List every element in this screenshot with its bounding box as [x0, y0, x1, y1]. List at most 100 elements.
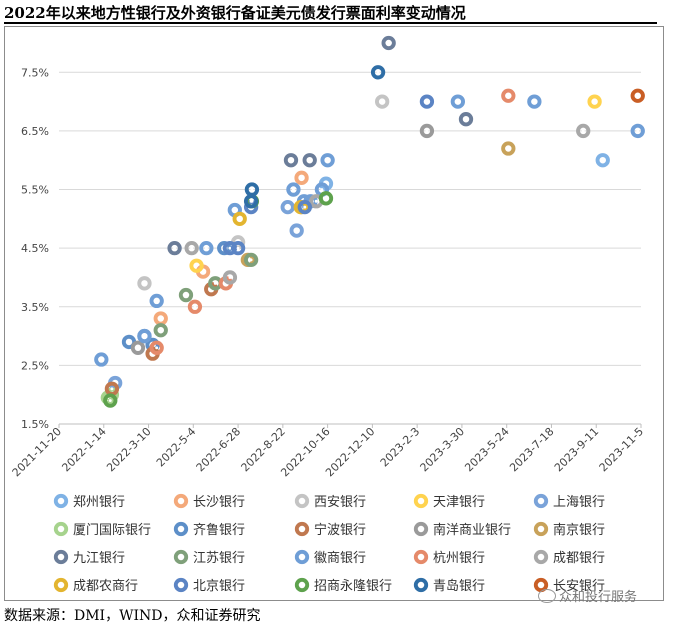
data-point	[222, 241, 238, 256]
data-point	[280, 199, 295, 215]
data-point	[381, 35, 396, 51]
data-point	[167, 241, 182, 256]
data-point	[187, 299, 203, 314]
data-point	[189, 258, 204, 273]
x-tick-label: 2023-2-3	[378, 425, 423, 470]
legend-label: 南京银行	[553, 522, 605, 538]
legend-item: 南洋商业银行	[413, 521, 511, 538]
data-point	[501, 88, 516, 103]
data-point	[184, 241, 199, 256]
legend-item: 成都农商行	[53, 577, 138, 594]
legend-label: 江苏银行	[193, 550, 245, 566]
legend-label: 齐鲁银行	[193, 522, 245, 538]
legend-item: 徽商银行	[294, 549, 366, 566]
x-tick-label: 2023-7-18	[507, 425, 556, 474]
source-note: 数据来源：DMI，WIND，众和证券研究	[4, 608, 261, 624]
x-tick-label: 2022-6-28	[194, 425, 243, 474]
data-point	[153, 323, 168, 338]
data-point	[178, 287, 194, 303]
data-point	[297, 199, 312, 215]
y-tick-label: 3.5%	[21, 301, 49, 314]
data-point	[294, 170, 309, 185]
legend-item: 成都银行	[533, 549, 605, 566]
x-tick-label: 2023-9-11	[552, 425, 601, 474]
legend-item: 长沙银行	[173, 493, 245, 510]
data-point	[103, 393, 118, 408]
legend-item: 青岛银行	[413, 577, 485, 594]
data-point	[302, 153, 317, 168]
legend-label: 徽商银行	[314, 551, 366, 566]
data-point	[595, 153, 610, 168]
x-tick-label: 2022-5-4	[154, 425, 199, 470]
legend-item: 天津银行	[413, 493, 485, 510]
x-tick-label: 2022-3-10	[104, 425, 153, 474]
data-point	[243, 252, 259, 268]
data-point	[222, 270, 238, 285]
wechat-icon	[538, 588, 556, 603]
data-point	[501, 141, 516, 156]
data-point	[283, 153, 299, 168]
legend-label: 南洋商业银行	[433, 522, 511, 538]
legend-item: 宁波银行	[294, 521, 366, 538]
data-point	[149, 293, 164, 309]
legend-label: 成都农商行	[73, 579, 138, 594]
data-point	[527, 94, 542, 109]
data-point	[450, 94, 466, 109]
legend-label: 天津银行	[433, 495, 485, 510]
chart-title: 2022年以来地方性银行及外资银行备证美元债发行票面利率变动情况	[4, 4, 466, 22]
data-point	[104, 381, 120, 396]
data-point	[232, 211, 247, 226]
data-point	[199, 241, 214, 256]
watermark-text: 众和投行服务	[559, 590, 638, 605]
y-tick-label: 2.5%	[21, 359, 49, 372]
legend-label: 九江银行	[73, 551, 125, 566]
legend-item: 厦门国际银行	[53, 521, 151, 538]
legend-item: 北京银行	[173, 577, 245, 594]
data-point	[458, 112, 474, 127]
data-point	[94, 352, 109, 367]
data-point	[419, 123, 435, 139]
legend-label: 长沙银行	[193, 495, 245, 510]
legend-label: 郑州银行	[73, 495, 125, 510]
legend-item: 杭州银行	[413, 549, 485, 566]
legend-item: 招商永隆银行	[294, 577, 392, 594]
title-underline	[4, 22, 657, 24]
data-point	[289, 223, 304, 238]
legend-label: 西安银行	[314, 495, 366, 510]
legend-label: 北京银行	[193, 579, 245, 594]
legend-item: 上海银行	[533, 493, 605, 510]
x-tick-label: 2023-11-5	[597, 425, 646, 474]
data-point	[286, 182, 301, 197]
data-point	[243, 194, 259, 209]
legend-item: 江苏银行	[173, 549, 245, 566]
data-point	[587, 94, 602, 109]
data-point	[130, 340, 146, 355]
legend-item: 齐鲁银行	[173, 521, 245, 538]
legend-label: 招商永隆银行	[314, 579, 392, 594]
legend-label: 长安银行	[553, 579, 605, 594]
data-point	[419, 94, 435, 109]
data-point	[137, 328, 152, 344]
data-point	[630, 88, 645, 103]
data-point	[630, 123, 645, 139]
scatter-chart: 1.5%2.5%3.5%4.5%5.5%6.5%7.5%2021-11-2020…	[10, 35, 646, 594]
chart-frame: 1.5% 2.5% 3.5% 4.5% 5.5% 6.5% 7.5% 2021-11-20 20…	[4, 26, 664, 601]
data-point	[137, 276, 152, 291]
x-tick-label: 2022-1-14	[59, 425, 108, 474]
legend-label: 厦门国际银行	[73, 523, 151, 538]
data-point	[576, 123, 591, 139]
data-point	[318, 191, 334, 206]
data-point	[375, 94, 390, 109]
legend-label: 成都银行	[553, 551, 605, 566]
watermark: 众和投行服务	[538, 586, 637, 605]
legend-item: 南京银行	[533, 521, 605, 538]
data-point	[230, 241, 246, 256]
x-tick-label: 2023-3-30	[418, 425, 467, 474]
legend-label: 杭州银行	[433, 551, 485, 566]
y-tick-label: 6.5%	[21, 125, 49, 138]
data-point	[370, 65, 386, 80]
data-point	[149, 340, 164, 355]
legend-label: 上海银行	[553, 495, 605, 510]
legend-label: 宁波银行	[314, 522, 366, 538]
y-tick-label: 7.5%	[21, 66, 49, 79]
